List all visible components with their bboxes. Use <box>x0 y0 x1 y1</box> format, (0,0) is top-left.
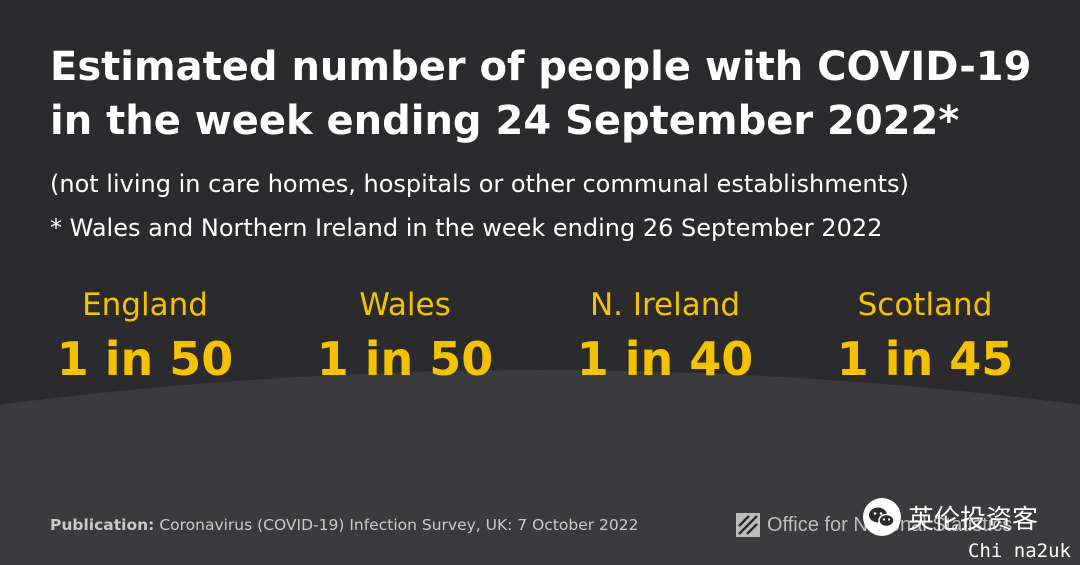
region-stats: England 1 in 50 Wales 1 in 50 N. Ireland… <box>15 280 1055 388</box>
title-line-2: in the week ending 24 September 2022* <box>50 98 960 144</box>
region-name: Scotland <box>857 287 993 323</box>
publication-label: Publication: <box>50 516 155 534</box>
publication-credit: Publication: Coronavirus (COVID-19) Infe… <box>50 516 638 534</box>
footnote: * Wales and Northern Ireland in the week… <box>50 214 883 242</box>
region-scotland: Scotland 1 in 45 <box>795 280 1055 388</box>
wechat-account-name: 英伦投资客 <box>908 504 1039 535</box>
region-name: England <box>82 287 208 323</box>
region-value: 1 in 40 <box>576 332 754 386</box>
region-value: 1 in 50 <box>56 332 234 386</box>
region-england: England 1 in 50 <box>15 280 275 388</box>
region-name: N. Ireland <box>589 287 741 323</box>
subtitle: (not living in care homes, hospitals or … <box>50 170 909 198</box>
wechat-watermark: 英伦投资客 <box>862 497 1038 537</box>
region-northern-ireland: N. Ireland 1 in 40 <box>535 280 795 388</box>
region-value: 1 in 45 <box>836 332 1014 386</box>
ons-logo-icon <box>736 513 760 537</box>
region-value: 1 in 50 <box>316 332 494 386</box>
title-line-1: Estimated number of people with COVID-19 <box>50 44 1032 90</box>
page-title: Estimated number of people with COVID-19… <box>50 40 1050 148</box>
region-wales: Wales 1 in 50 <box>275 280 535 388</box>
wechat-icon <box>863 498 901 536</box>
region-name: Wales <box>359 287 451 323</box>
publication-text: Coronavirus (COVID-19) Infection Survey,… <box>159 516 639 534</box>
corner-watermark: Chi na2uk <box>968 540 1071 562</box>
